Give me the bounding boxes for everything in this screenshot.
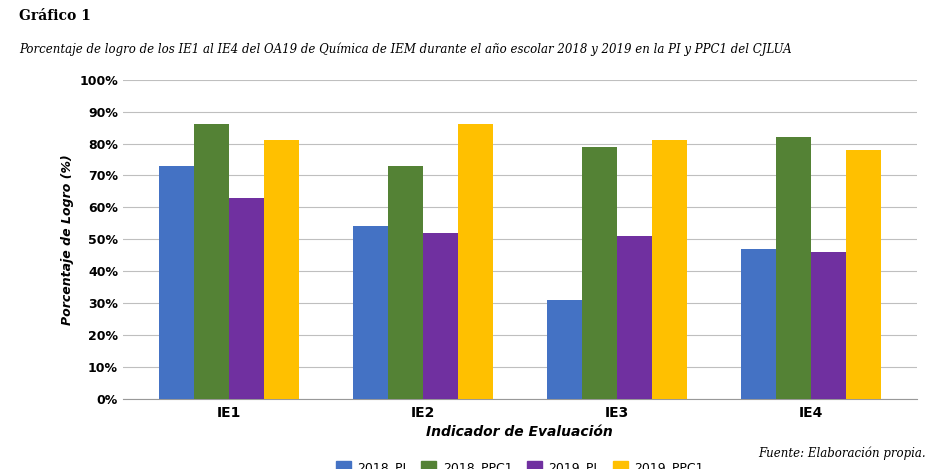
Text: Porcentaje de logro de los IE1 al IE4 del OA19 de Química de IEM durante el año : Porcentaje de logro de los IE1 al IE4 de… <box>19 42 791 56</box>
Y-axis label: Porcentaje de Logro (%): Porcentaje de Logro (%) <box>60 154 74 325</box>
X-axis label: Indicador de Evaluación: Indicador de Evaluación <box>426 425 613 439</box>
Bar <box>387 166 422 399</box>
Bar <box>845 150 880 399</box>
Bar <box>352 227 387 399</box>
Bar <box>775 137 810 399</box>
Text: Fuente: Elaboración propia.: Fuente: Elaboración propia. <box>758 446 925 460</box>
Bar <box>263 140 298 399</box>
Bar <box>547 300 582 399</box>
Bar <box>457 124 492 399</box>
Bar <box>651 140 686 399</box>
Bar <box>422 233 457 399</box>
Bar <box>228 198 263 399</box>
Bar <box>194 124 228 399</box>
Text: Gráfico 1: Gráfico 1 <box>19 9 91 23</box>
Bar <box>582 147 616 399</box>
Legend: 2018_PI, 2018_PPC1, 2019_PI, 2019_PPC1: 2018_PI, 2018_PPC1, 2019_PI, 2019_PPC1 <box>330 456 708 469</box>
Bar <box>810 252 845 399</box>
Bar <box>616 236 651 399</box>
Bar <box>740 249 775 399</box>
Bar <box>159 166 194 399</box>
